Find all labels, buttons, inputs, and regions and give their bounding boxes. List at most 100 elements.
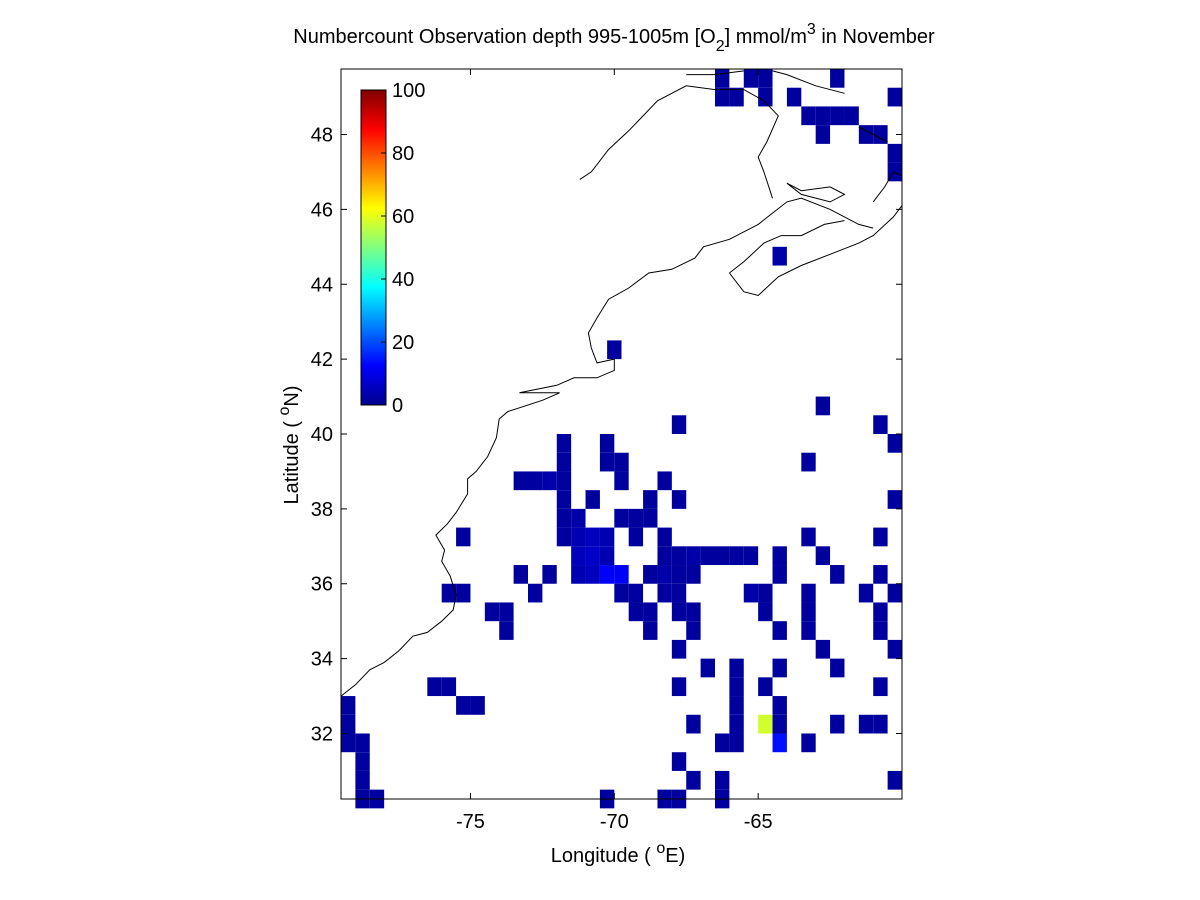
heatmap-cell-132 bbox=[873, 714, 888, 734]
heatmap-cell-9 bbox=[801, 106, 816, 126]
heatmap-cell-91 bbox=[887, 583, 902, 603]
y-tick-label-48: 48 bbox=[311, 125, 333, 147]
heatmap-cell-135 bbox=[715, 733, 730, 753]
y-tick-label-38: 38 bbox=[311, 499, 333, 521]
heatmap-cell-125 bbox=[341, 714, 356, 734]
ylabel-superscript: o bbox=[276, 407, 293, 416]
heatmap-cell-79 bbox=[873, 565, 888, 584]
y-tick-label-34: 34 bbox=[311, 649, 333, 671]
coastline-0 bbox=[340, 197, 874, 697]
xlabel-suffix: E) bbox=[665, 845, 685, 867]
coastline-1 bbox=[729, 205, 903, 297]
x-tick-label--70: -70 bbox=[600, 811, 629, 833]
heatmap-cell-104 bbox=[772, 621, 787, 640]
heatmap-cell-138 bbox=[801, 733, 816, 753]
heatmap-cell-127 bbox=[729, 714, 744, 734]
heatmap-cell-86 bbox=[671, 583, 687, 603]
coastline-8 bbox=[858, 126, 888, 143]
heatmap-cell-136 bbox=[729, 733, 744, 753]
heatmap-cell-4 bbox=[715, 87, 730, 107]
heatmap-cell-109 bbox=[887, 639, 902, 659]
heatmap-cell-70 bbox=[585, 565, 600, 584]
heatmap-cell-35 bbox=[657, 471, 672, 491]
heatmap-cell-65 bbox=[772, 546, 787, 566]
colorbar-gradient bbox=[360, 89, 387, 406]
colorbar-tick-label-60: 60 bbox=[392, 206, 414, 228]
heatmap-cell-56 bbox=[585, 546, 600, 566]
heatmap-cell-144 bbox=[887, 770, 902, 790]
heatmap-cell-107 bbox=[671, 639, 687, 659]
heatmap-cell-41 bbox=[556, 508, 572, 528]
y-tick-label-36: 36 bbox=[311, 574, 333, 596]
heatmap-cell-39 bbox=[671, 490, 687, 509]
y-tick-label-42: 42 bbox=[311, 349, 333, 371]
heatmap-cell-80 bbox=[441, 583, 457, 603]
heatmap-cell-114 bbox=[427, 677, 442, 697]
heatmap-cell-112 bbox=[772, 658, 787, 678]
heatmap-cell-53 bbox=[801, 527, 816, 547]
heatmap-cell-40 bbox=[887, 490, 902, 509]
heatmap-cell-85 bbox=[657, 583, 672, 603]
heatmap-cell-67 bbox=[513, 565, 528, 584]
heatmap-cell-81 bbox=[456, 583, 471, 603]
heatmap-cell-34 bbox=[614, 471, 629, 491]
colorbar-tick-label-40: 40 bbox=[392, 269, 414, 291]
heatmap-cell-130 bbox=[830, 714, 845, 734]
heatmap-cell-38 bbox=[643, 490, 658, 509]
heatmap-cell-45 bbox=[643, 508, 658, 528]
coastline-5 bbox=[579, 85, 779, 199]
heatmap-cell-113 bbox=[830, 658, 845, 678]
y-tick-label-40: 40 bbox=[311, 424, 333, 446]
heatmap-cell-8 bbox=[887, 87, 902, 107]
coastline-layer bbox=[340, 70, 903, 697]
xlabel-superscript: o bbox=[656, 840, 665, 857]
heatmap-cell-5 bbox=[729, 87, 744, 107]
heatmap-cell-15 bbox=[873, 125, 888, 144]
heatmap-cell-129 bbox=[772, 714, 787, 734]
heatmap-cell-77 bbox=[772, 565, 787, 584]
heatmap-cell-37 bbox=[585, 490, 600, 509]
heatmap-cell-21 bbox=[671, 415, 687, 434]
heatmap-cell-121 bbox=[456, 696, 471, 715]
heatmap-cell-94 bbox=[628, 602, 644, 622]
heatmap-cell-49 bbox=[585, 527, 600, 547]
heatmap-cell-25 bbox=[887, 434, 902, 453]
heatmap-cell-63 bbox=[729, 546, 744, 566]
heatmap-cell-0 bbox=[715, 69, 730, 88]
heatmap-cell-97 bbox=[686, 602, 701, 622]
heatmap-cell-28 bbox=[614, 452, 629, 472]
heatmap-cell-76 bbox=[686, 565, 701, 584]
heatmap-cell-24 bbox=[599, 434, 615, 453]
heatmap-cell-55 bbox=[571, 546, 586, 566]
heatmap-cell-122 bbox=[470, 696, 485, 715]
heatmap-cell-103 bbox=[686, 621, 701, 640]
heatmap-cell-87 bbox=[743, 583, 759, 603]
heatmap-cell-46 bbox=[456, 527, 471, 547]
heatmap-cell-115 bbox=[441, 677, 457, 697]
heatmap-cell-139 bbox=[355, 752, 370, 771]
heatmap-cell-110 bbox=[700, 658, 715, 678]
heatmap-cell-32 bbox=[542, 471, 557, 491]
coastline-4 bbox=[872, 171, 903, 203]
heatmap-cell-143 bbox=[715, 770, 730, 790]
chart-title: Numbercount Observation depth 995-1005m … bbox=[293, 21, 935, 55]
heatmap-cell-140 bbox=[671, 752, 687, 771]
heatmap-cell-131 bbox=[858, 714, 874, 734]
title-prefix: Numbercount Observation depth 995-1005m … bbox=[293, 26, 715, 48]
heatmap-cell-82 bbox=[528, 583, 543, 603]
heatmap-cell-108 bbox=[815, 639, 831, 659]
title-suffix: in November bbox=[816, 26, 935, 48]
x-tick-label--65: -65 bbox=[744, 811, 773, 833]
heatmap-cell-101 bbox=[499, 621, 514, 640]
heatmap-cell-69 bbox=[571, 565, 586, 584]
heatmap-cell-59 bbox=[671, 546, 687, 566]
heatmap-cell-133 bbox=[341, 733, 356, 753]
map-plot-area: -75 -70 -65 32 34 36 38 40 42 44 46 48 bbox=[311, 68, 903, 833]
ylabel-prefix: Latitude ( bbox=[281, 416, 303, 505]
heatmap-cell-3 bbox=[830, 69, 845, 88]
heatmap-cell-78 bbox=[830, 565, 845, 584]
x-axis-label: Longitude ( oE) bbox=[551, 840, 686, 867]
heatmap-cell-106 bbox=[873, 621, 888, 640]
heatmap-cell-93 bbox=[499, 602, 514, 622]
heatmap-cell-44 bbox=[628, 508, 644, 528]
